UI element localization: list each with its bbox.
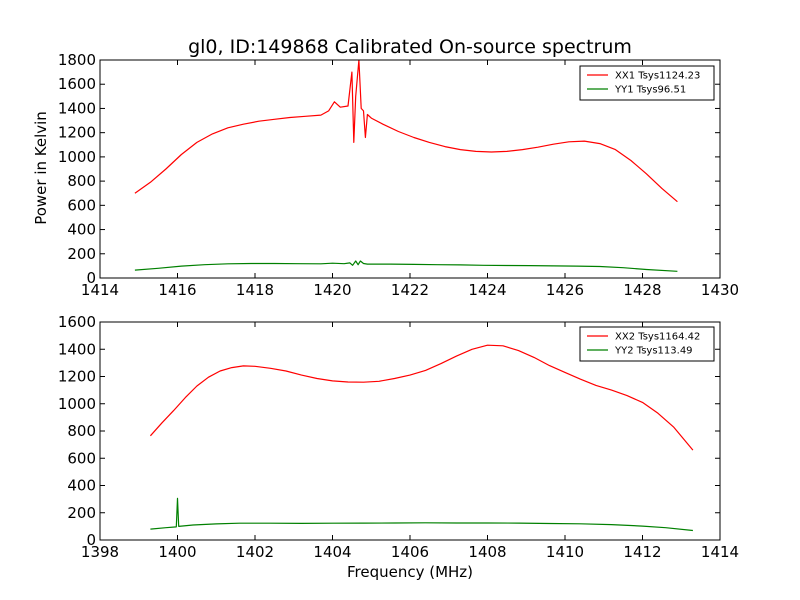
x-tick-label: 1410 — [546, 543, 584, 561]
x-tick-label: 1428 — [623, 281, 661, 299]
legend-label: XX1 Tsys1124.23 — [615, 71, 700, 82]
y-tick-label: 1800 — [58, 51, 96, 69]
y-tick-label: 800 — [67, 172, 96, 190]
y-tick-label: 1000 — [58, 395, 96, 413]
series-line-yy — [134, 260, 678, 272]
y-tick-label: 1400 — [58, 340, 96, 358]
x-tick-label: 1420 — [313, 281, 351, 299]
plot-panels: 1414 1416 1418 1420 1422 1424 1426 1428 1430 0 200… — [58, 51, 739, 561]
y-tick-label: 1200 — [58, 368, 96, 386]
axes-frame — [99, 59, 721, 279]
y-tick-label: 0 — [86, 269, 96, 287]
figure-title: gl0, ID:149868 Calibrated On-source spec… — [188, 36, 632, 58]
legend: XX1 Tsys1124.23 YY1 Tsys96.51 — [579, 65, 715, 101]
y-tick-label: 200 — [67, 245, 96, 263]
legend: XX2 Tsys1164.42 YY2 Tsys113.49 — [579, 326, 715, 362]
legend-label: XX2 Tsys1164.42 — [615, 332, 700, 343]
y-tick-label: 400 — [67, 477, 96, 495]
y-tick-label: 1200 — [58, 124, 96, 142]
x-tick-label: 1426 — [546, 281, 584, 299]
x-tick-label: 1424 — [468, 281, 506, 299]
y-tick-label: 600 — [67, 196, 96, 214]
x-tick-label: 1412 — [623, 543, 661, 561]
series-line-yy — [150, 497, 693, 532]
series-line-xx — [149, 344, 694, 451]
y-tick-label: 1600 — [58, 75, 96, 93]
legend-box — [579, 326, 715, 362]
x-axis-label: Frequency (MHz) — [347, 563, 473, 581]
x-tick-label: 1402 — [236, 543, 274, 561]
y-tick-label: 0 — [86, 531, 96, 549]
panel-1: 1414 1416 1418 1420 1422 1424 1426 1428 1430 0 200… — [58, 51, 739, 299]
x-tick-label: 1408 — [468, 543, 506, 561]
axes-frame — [99, 321, 721, 541]
y-tick-label: 400 — [67, 221, 96, 239]
y-axis-label: Power in Kelvin — [32, 111, 50, 225]
y-tick-label: 1000 — [58, 148, 96, 166]
x-tick-label: 1416 — [158, 281, 196, 299]
y-tick-label: 600 — [67, 449, 96, 467]
x-tick-label: 1404 — [313, 543, 351, 561]
x-tick-label: 1414 — [81, 281, 119, 299]
series-line-xx — [134, 60, 678, 203]
legend-label: YY1 Tsys96.51 — [614, 85, 686, 96]
x-tick-label: 1414 — [701, 543, 739, 561]
legend-box — [579, 65, 715, 101]
y-tick-label: 800 — [67, 422, 96, 440]
x-tick-label: 1406 — [391, 543, 429, 561]
x-tick-label: 1398 — [81, 543, 119, 561]
y-tick-label: 1600 — [58, 313, 96, 331]
y-tick-label: 200 — [67, 504, 96, 522]
legend-label: YY2 Tsys113.49 — [614, 346, 693, 357]
x-tick-label: 1422 — [391, 281, 429, 299]
x-tick-label: 1400 — [158, 543, 196, 561]
y-tick-label: 1400 — [58, 99, 96, 117]
panel-2: 1398 1400 1402 1404 1406 1408 1410 1412 1414 0 200… — [58, 313, 739, 561]
x-tick-label: 1418 — [236, 281, 274, 299]
x-tick-label: 1430 — [701, 281, 739, 299]
